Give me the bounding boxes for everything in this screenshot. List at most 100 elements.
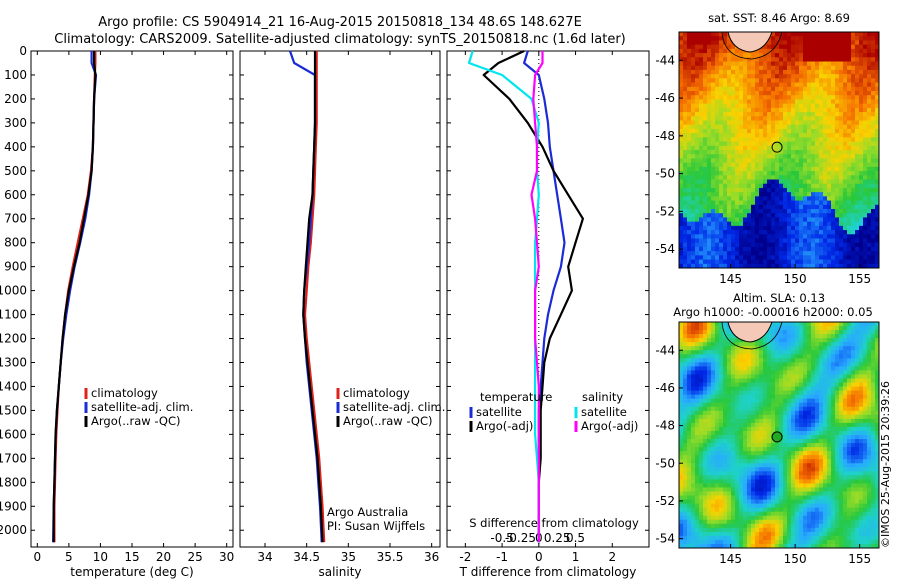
map-cell	[771, 99, 776, 105]
map-cell	[783, 32, 788, 37]
map-cell	[679, 65, 684, 71]
map-cell	[871, 246, 876, 252]
map-cell	[811, 230, 816, 235]
map-cell	[707, 78, 712, 83]
map-cell	[783, 326, 788, 331]
map-cell	[683, 259, 688, 265]
map-cell	[743, 255, 748, 260]
map-cell	[727, 378, 732, 383]
map-cell	[683, 378, 688, 383]
map-x-tick-label: 150	[784, 272, 807, 286]
map-cell	[695, 467, 700, 472]
map-cell	[819, 48, 824, 54]
map-cell	[823, 95, 828, 100]
map-cell	[683, 154, 688, 159]
map-cell	[687, 447, 692, 452]
map-cell	[763, 120, 768, 126]
map-cell	[687, 322, 692, 327]
map-cell	[859, 158, 864, 164]
map-cell	[827, 451, 832, 456]
map-cell	[819, 158, 824, 164]
map-cell	[867, 447, 872, 452]
map-cell	[835, 251, 840, 256]
map-cell	[719, 99, 724, 105]
map-cell	[679, 430, 684, 436]
map-cell	[683, 451, 688, 456]
map-cell	[767, 86, 772, 92]
map-cell	[679, 354, 684, 359]
map-cell	[847, 86, 852, 92]
map-cell	[699, 137, 704, 142]
map-cell	[759, 398, 764, 404]
map-cell	[739, 382, 744, 387]
map-cell	[763, 430, 768, 436]
map-cell	[683, 128, 688, 134]
map-cell	[803, 133, 808, 138]
map-cell	[699, 435, 704, 440]
map-cell	[811, 259, 816, 265]
map-cell	[827, 334, 832, 339]
map-cell	[839, 362, 844, 367]
map-cell	[687, 230, 692, 235]
map-cell	[859, 426, 864, 432]
map-cell	[803, 48, 808, 54]
map-cell	[779, 200, 784, 206]
map-cell	[819, 402, 824, 408]
map-cell	[843, 390, 848, 396]
map-cell	[743, 459, 748, 464]
map-cell	[683, 334, 688, 339]
map-cell	[871, 65, 876, 71]
map-cell	[803, 422, 808, 428]
map-cell	[683, 82, 688, 88]
map-cell	[719, 382, 724, 387]
map-cell	[847, 209, 852, 214]
map-cell	[795, 410, 800, 416]
map-cell	[767, 150, 772, 155]
map-cell	[739, 95, 744, 100]
map-cell	[723, 471, 728, 476]
map-cell	[727, 103, 732, 109]
map-cell	[723, 350, 728, 355]
map-cell	[851, 398, 856, 404]
map-cell	[867, 422, 872, 428]
map-cell	[823, 221, 828, 227]
map-cell	[851, 162, 856, 168]
map-cell	[787, 137, 792, 142]
map-cell	[831, 354, 836, 359]
map-cell	[779, 124, 784, 130]
map-cell	[851, 410, 856, 416]
map-cell	[755, 430, 760, 436]
map-cell	[747, 402, 752, 408]
map-cell	[815, 145, 820, 151]
map-cell	[731, 61, 736, 67]
map-cell	[843, 217, 848, 223]
map-cell	[799, 32, 804, 37]
map-cell	[719, 78, 724, 83]
map-cell	[815, 410, 820, 416]
map-cell	[839, 78, 844, 83]
map-cell	[775, 225, 780, 231]
map-cell	[711, 150, 716, 155]
map-cell	[735, 187, 740, 193]
map-cell	[835, 358, 840, 363]
map-cell	[811, 410, 816, 416]
map-cell	[747, 366, 752, 371]
map-cell	[719, 242, 724, 248]
map-cell	[755, 124, 760, 130]
map-cell	[771, 116, 776, 121]
map-y-tick-label: -44	[655, 53, 675, 67]
map-cell	[787, 103, 792, 109]
map-cell	[827, 196, 832, 201]
map-cell	[859, 354, 864, 359]
map-cell	[835, 225, 840, 231]
map-cell	[839, 65, 844, 71]
map-cell	[691, 166, 696, 172]
map-cell	[755, 57, 760, 62]
map-cell	[835, 133, 840, 138]
map-cell	[683, 171, 688, 176]
map-cell	[743, 95, 748, 100]
map-cell	[779, 69, 784, 75]
map-cell	[791, 238, 796, 244]
map-cell	[731, 475, 736, 480]
map-cell	[763, 382, 768, 387]
